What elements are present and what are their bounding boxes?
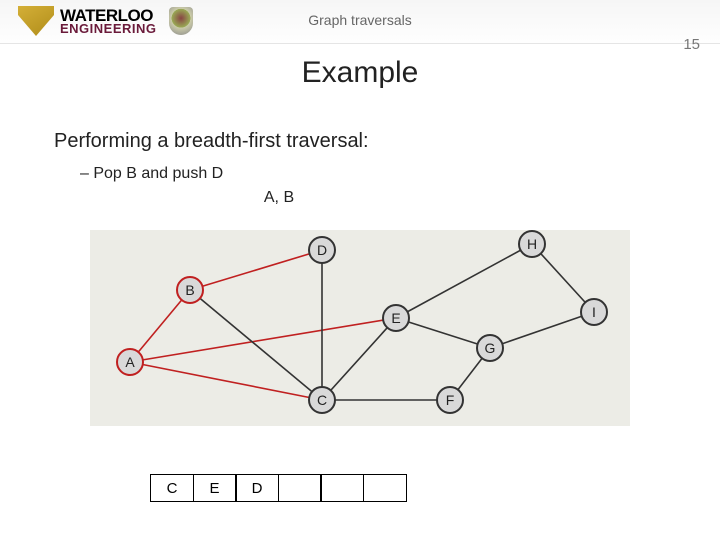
lead-text: Performing a breadth-first traversal:	[54, 130, 680, 153]
graph-node-label: G	[485, 340, 496, 356]
graph-diagram: A B C D E F G H I	[90, 230, 630, 430]
page-number: 15	[683, 36, 700, 53]
queue-cell: D	[235, 474, 279, 502]
queue-cell: C	[150, 474, 194, 502]
graph-node-label: I	[592, 304, 596, 320]
bullet-text: – Pop B and push D	[80, 165, 680, 183]
logo-shield-icon	[18, 6, 54, 36]
graph-svg: A B C D E F G H I	[90, 230, 630, 430]
crest-icon	[169, 7, 193, 35]
logo-text: WATERLOO ENGINEERING	[60, 8, 157, 35]
header-topic: Graph traversals	[308, 12, 411, 28]
logo-line2: ENGINEERING	[60, 23, 157, 35]
queue-cell: E	[193, 474, 237, 502]
visited-sequence: A, B	[114, 189, 444, 207]
slide-title: Example	[302, 56, 419, 90]
graph-node-label: D	[317, 242, 327, 258]
queue-cell	[320, 474, 364, 502]
graph-node-label: H	[527, 236, 537, 252]
graph-node-label: B	[185, 282, 194, 298]
queue-cell	[278, 474, 322, 502]
graph-node-label: E	[391, 310, 400, 326]
graph-node-label: A	[125, 354, 135, 370]
graph-node-label: F	[446, 392, 455, 408]
queue-row: CED	[150, 474, 407, 502]
graph-node-label: C	[317, 392, 327, 408]
queue-cell	[363, 474, 407, 502]
waterloo-logo: WATERLOO ENGINEERING	[18, 6, 193, 36]
slide-body: Performing a breadth-first traversal: – …	[54, 130, 680, 217]
